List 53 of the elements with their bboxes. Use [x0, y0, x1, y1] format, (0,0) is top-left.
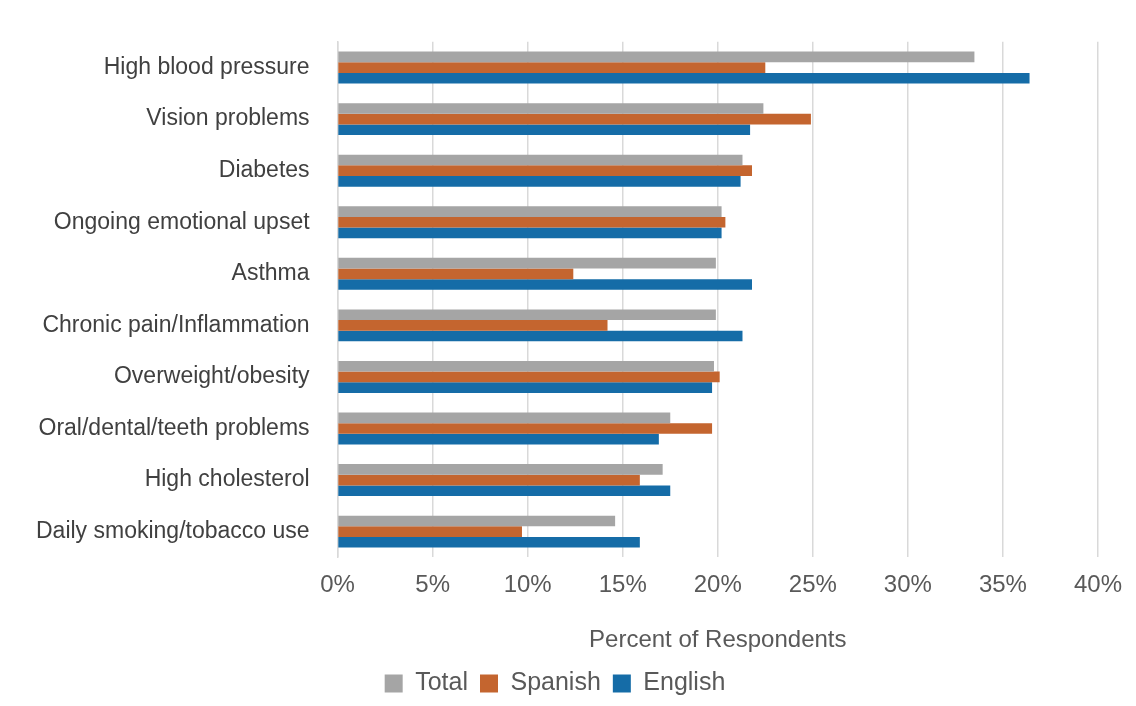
legend-label: English — [643, 667, 726, 696]
bar — [338, 103, 764, 114]
bar — [338, 206, 722, 217]
bar — [338, 257, 716, 269]
y-tick-label: Diabetes — [218, 156, 310, 183]
bar — [338, 515, 616, 527]
bar — [338, 124, 751, 136]
legend-label: Spanish — [510, 667, 601, 696]
bar — [338, 113, 811, 125]
bar — [338, 154, 743, 166]
bar — [338, 309, 716, 321]
bar — [338, 485, 671, 497]
y-tick-label: Daily smoking/tobacco use — [36, 516, 310, 543]
bar — [338, 474, 640, 486]
bar — [338, 216, 726, 228]
bar — [338, 227, 722, 239]
bar — [338, 412, 671, 424]
bar — [338, 176, 741, 187]
bar — [338, 526, 522, 537]
x-tick-label: 5% — [415, 570, 450, 598]
y-tick-label: High cholesterol — [144, 465, 310, 492]
bar — [338, 423, 713, 434]
x-tick-label: 15% — [598, 570, 647, 598]
y-tick-label: Overweight/obesity — [113, 362, 311, 389]
bar — [338, 330, 743, 342]
x-tick-label: 10% — [503, 570, 552, 598]
bar — [338, 433, 659, 445]
bar — [338, 360, 714, 372]
x-axis-title: Percent of Respondents — [589, 625, 847, 653]
bar — [338, 382, 713, 393]
x-tick-label: 20% — [693, 570, 742, 598]
bar — [338, 320, 608, 331]
y-tick-label: Chronic pain/Inflammation — [42, 310, 310, 337]
bar — [338, 72, 1030, 84]
bar — [338, 268, 574, 280]
x-tick-label: 0% — [320, 570, 355, 598]
bar — [338, 51, 975, 63]
x-tick-label: 30% — [883, 570, 932, 598]
bar — [338, 464, 663, 475]
bar — [338, 371, 720, 383]
x-tick-label: 25% — [788, 570, 837, 598]
bar — [338, 62, 766, 73]
bar — [338, 536, 640, 548]
legend-label: Total — [415, 667, 468, 696]
bar — [338, 279, 752, 290]
y-tick-label: High blood pressure — [103, 52, 310, 79]
bar — [338, 165, 752, 177]
y-tick-label: Vision problems — [146, 104, 310, 131]
y-tick-label: Asthma — [231, 259, 310, 286]
y-tick-label: Ongoing emotional upset — [53, 207, 311, 234]
x-tick-label: 35% — [978, 570, 1027, 598]
y-tick-label: Oral/dental/teeth problems — [38, 413, 310, 440]
x-tick-label: 40% — [1073, 570, 1123, 598]
